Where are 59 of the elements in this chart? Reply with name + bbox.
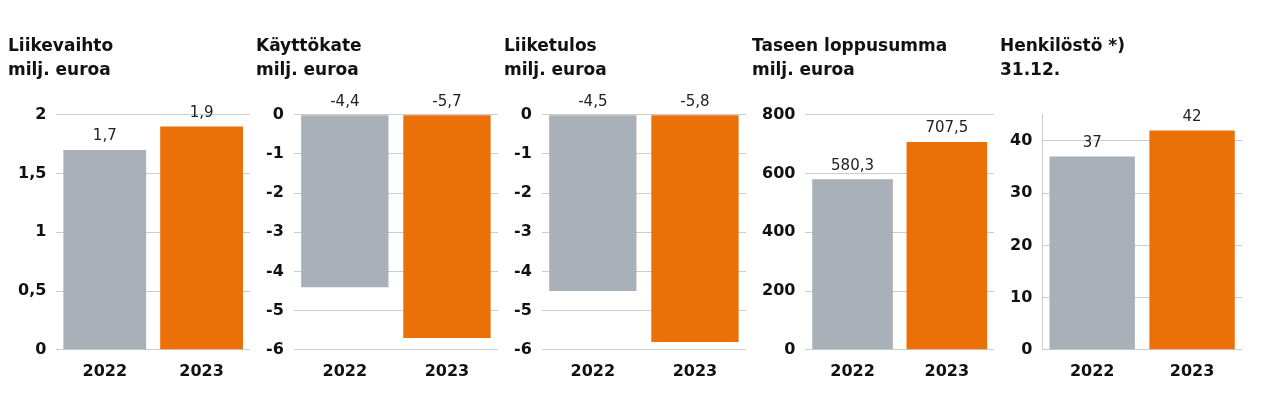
y-tick-label: -2 bbox=[513, 182, 532, 202]
x-tick-label: 2022 bbox=[570, 360, 616, 380]
x-tick-label: 2023 bbox=[424, 360, 470, 380]
y-tick-label: -5 bbox=[265, 299, 284, 319]
y-tick-label: 600 bbox=[761, 162, 796, 182]
y-tick-label: -4 bbox=[265, 260, 284, 280]
chart-title: Henkilöstö *) bbox=[1000, 34, 1126, 55]
y-tick-label: 0 bbox=[1021, 338, 1033, 358]
x-tick-label: 2023 bbox=[1169, 360, 1215, 380]
y-tick-label: -6 bbox=[513, 338, 532, 358]
y-tick-label: -2 bbox=[265, 182, 284, 202]
y-tick-label: -3 bbox=[265, 221, 284, 241]
y-tick-label: -1 bbox=[513, 143, 532, 163]
data-label: 580,3 bbox=[831, 155, 875, 174]
y-tick-label: 0 bbox=[35, 338, 47, 358]
y-tick-label: 400 bbox=[761, 221, 796, 241]
chart-title: Taseen loppusumma bbox=[752, 34, 948, 55]
data-label: 707,5 bbox=[925, 118, 969, 137]
x-tick-label: 2022 bbox=[1069, 360, 1115, 380]
x-tick-label: 2022 bbox=[322, 360, 368, 380]
data-label: -5,8 bbox=[680, 91, 710, 110]
data-label: 42 bbox=[1182, 106, 1202, 125]
y-tick-label: 30 bbox=[1010, 182, 1033, 202]
chart-subtitle: 31.12. bbox=[1000, 59, 1061, 80]
data-label: -4,5 bbox=[578, 91, 608, 110]
x-tick-label: 2023 bbox=[924, 360, 970, 380]
y-tick-label: 1 bbox=[35, 221, 47, 241]
y-tick-label: -1 bbox=[265, 143, 284, 163]
chart-title: Käyttökate bbox=[256, 34, 362, 55]
data-label: -5,7 bbox=[432, 91, 462, 110]
data-label: 1,9 bbox=[189, 102, 214, 121]
chart-subtitle: milj. euroa bbox=[256, 59, 359, 80]
y-tick-label: 10 bbox=[1010, 286, 1033, 306]
y-tick-label: 800 bbox=[761, 103, 796, 123]
chart-subtitle: milj. euroa bbox=[752, 59, 855, 80]
y-tick-label: 20 bbox=[1010, 234, 1033, 254]
y-tick-label: 2 bbox=[35, 103, 47, 123]
x-tick-label: 2022 bbox=[82, 360, 128, 380]
y-tick-label: -4 bbox=[513, 260, 532, 280]
y-tick-label: 40 bbox=[1010, 130, 1033, 150]
y-tick-label: 200 bbox=[761, 280, 796, 300]
y-tick-label: -5 bbox=[513, 299, 532, 319]
y-tick-label: 0 bbox=[784, 338, 796, 358]
chart-title: Liiketulos bbox=[504, 34, 597, 55]
x-tick-label: 2023 bbox=[672, 360, 718, 380]
y-tick-label: 0 bbox=[272, 103, 284, 123]
data-label: 1,7 bbox=[92, 126, 117, 145]
data-label: -4,4 bbox=[330, 91, 360, 110]
chart-subtitle: milj. euroa bbox=[504, 59, 607, 80]
chart-subtitle: milj. euroa bbox=[8, 59, 111, 80]
y-tick-label: -6 bbox=[265, 338, 284, 358]
y-tick-label: 0,5 bbox=[18, 280, 47, 300]
y-tick-label: 0 bbox=[520, 103, 532, 123]
chart-title: Liikevaihto bbox=[8, 34, 114, 55]
y-tick-label: -3 bbox=[513, 221, 532, 241]
data-label: 37 bbox=[1082, 132, 1102, 151]
x-tick-label: 2022 bbox=[830, 360, 875, 380]
x-tick-label: 2023 bbox=[179, 360, 224, 380]
y-tick-label: 1,5 bbox=[18, 162, 47, 182]
